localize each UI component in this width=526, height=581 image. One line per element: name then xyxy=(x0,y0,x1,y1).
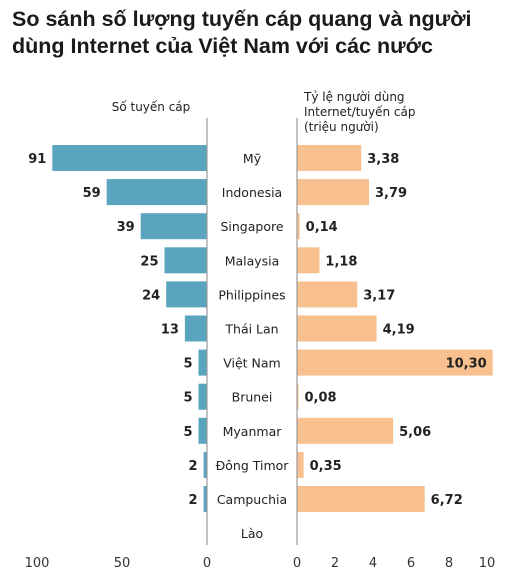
category-label-singapore: Singapore xyxy=(220,219,283,234)
cable-bar-viet-nam xyxy=(198,349,207,376)
left-bars-group: 91 59 39 25 24 13 5 5 5 2 2 xyxy=(28,145,207,512)
ratio-bar-singapore xyxy=(297,213,300,240)
ratio-bar-campuchia xyxy=(297,486,425,512)
ratio-bar-philippines xyxy=(297,281,358,308)
category-label-lao: Lào xyxy=(241,526,263,541)
cable-value-label-philippines: 24 xyxy=(142,288,160,303)
ratio-value-label-thai-lan: 4,19 xyxy=(383,323,415,338)
cable-value-label-my: 91 xyxy=(28,152,46,167)
ratio-value-label-campuchia: 6,72 xyxy=(431,493,463,508)
category-label-campuchia: Campuchia xyxy=(217,492,287,507)
right-x-tick-label: 10 xyxy=(479,556,496,571)
right-panel-title-line: Internet/tuyến cáp xyxy=(304,105,415,119)
category-label-viet-nam: Việt Nam xyxy=(223,356,281,371)
ratio-bar-dong-timor xyxy=(297,451,304,478)
cable-value-label-malaysia: 25 xyxy=(140,254,158,269)
ratio-value-label-indonesia: 3,79 xyxy=(375,186,407,201)
left-x-tick-label: 100 xyxy=(25,556,50,571)
ratio-value-label-malaysia: 1,18 xyxy=(325,254,357,269)
right-x-tick-label: 0 xyxy=(293,556,301,571)
cable-value-label-viet-nam: 5 xyxy=(183,357,192,372)
right-x-tick-label: 2 xyxy=(331,556,339,571)
ratio-bar-myanmar xyxy=(297,417,394,444)
left-panel-title-group: Số tuyến cáp xyxy=(112,100,191,114)
cable-bar-brunei xyxy=(198,383,207,410)
ratio-bar-malaysia xyxy=(297,247,320,274)
category-label-thai-lan: Thái Lan xyxy=(224,322,278,337)
cable-value-label-campuchia: 2 xyxy=(189,493,198,508)
category-label-indonesia: Indonesia xyxy=(222,185,282,200)
category-label-brunei: Brunei xyxy=(232,390,273,405)
left-panel-title: Số tuyến cáp xyxy=(112,100,191,114)
ratio-bar-my xyxy=(297,145,362,171)
ratio-value-label-my: 3,38 xyxy=(367,152,399,167)
right-panel-title-line: Tỷ lệ người dùng xyxy=(303,90,405,104)
cable-bar-philippines xyxy=(166,281,207,308)
cable-bar-campuchia xyxy=(203,486,207,512)
ratio-value-label-myanmar: 5,06 xyxy=(399,425,431,440)
cable-bar-malaysia xyxy=(164,247,207,274)
category-labels-group: Mỹ Indonesia Singapore Malaysia Philippines T… xyxy=(216,151,290,541)
ratio-value-label-brunei: 0,08 xyxy=(305,391,337,406)
category-label-my: Mỹ xyxy=(243,151,262,166)
right-panel-title-line: (triệu người) xyxy=(304,120,379,134)
left-x-tick-label: 0 xyxy=(203,556,211,571)
category-label-myanmar: Myanmar xyxy=(223,424,283,439)
ratio-value-label-singapore: 0,14 xyxy=(306,220,338,235)
axes-group: 100 50 0 0 2 4 6 8 10 xyxy=(25,118,496,571)
cable-value-label-dong-timor: 2 xyxy=(189,459,198,474)
category-label-dong-timor: Đông Timor xyxy=(216,458,290,473)
ratio-value-label-philippines: 3,17 xyxy=(363,288,395,303)
cable-value-label-thai-lan: 13 xyxy=(161,323,179,338)
cable-value-label-brunei: 5 xyxy=(183,391,192,406)
cable-bar-singapore xyxy=(140,213,207,240)
right-x-tick-label: 4 xyxy=(369,556,377,571)
cable-bar-dong-timor xyxy=(203,451,207,478)
cable-bar-my xyxy=(52,145,207,171)
category-label-malaysia: Malaysia xyxy=(225,253,280,268)
right-bars-group: 3,38 3,79 0,14 1,18 3,17 4,19 10,30 0,08 5,06 0,3… xyxy=(297,145,493,512)
cable-bar-indonesia xyxy=(106,179,207,206)
cable-bar-myanmar xyxy=(198,417,207,444)
cable-value-label-myanmar: 5 xyxy=(183,425,192,440)
ratio-bar-brunei xyxy=(297,383,299,410)
left-x-tick-label: 50 xyxy=(114,556,131,571)
ratio-bar-thai-lan xyxy=(297,315,377,342)
ratio-bar-viet-nam xyxy=(297,349,493,376)
cable-bar-thai-lan xyxy=(184,315,207,342)
cable-value-label-indonesia: 59 xyxy=(83,186,101,201)
page-title: So sánh số lượng tuyến cáp quang và ngườ… xyxy=(12,7,472,58)
ratio-bar-indonesia xyxy=(297,179,370,206)
right-x-tick-label: 6 xyxy=(407,556,415,571)
right-x-tick-label: 8 xyxy=(445,556,453,571)
cable-value-label-singapore: 39 xyxy=(117,220,135,235)
ratio-value-label-dong-timor: 0,35 xyxy=(310,459,342,474)
category-label-philippines: Philippines xyxy=(218,287,285,302)
ratio-value-label-viet-nam: 10,30 xyxy=(446,357,487,372)
